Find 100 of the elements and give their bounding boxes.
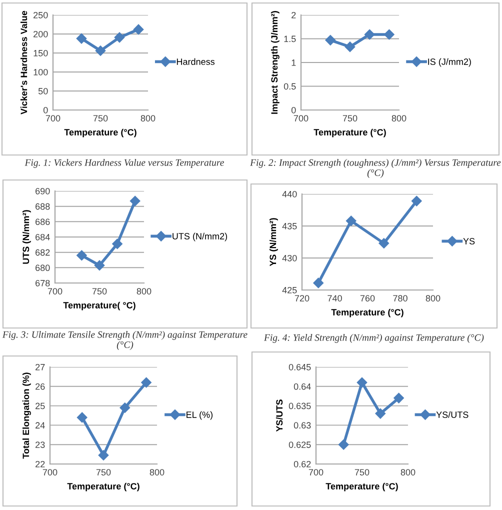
- y-axis-title: Total Elongation (%): [22, 372, 31, 459]
- y-tick-label: 250: [34, 12, 48, 18]
- y-axis-title: Vicker's Hardness Value: [20, 10, 28, 114]
- point: [94, 260, 105, 270]
- x-tick-label: 800: [150, 469, 164, 476]
- y-tick-label: 0.64: [294, 383, 311, 390]
- point: [346, 216, 356, 226]
- x-tick-label: 700: [42, 469, 58, 476]
- y-tick-label: 690: [36, 188, 50, 194]
- y-tick-label: 678: [36, 280, 50, 286]
- point: [375, 408, 386, 419]
- y-tick-label: 680: [36, 264, 50, 272]
- y-axis-title: Impact Strength (J/mm²): [270, 11, 280, 114]
- y-tick-label: 686: [36, 218, 50, 226]
- y-tick-label: 1: [292, 60, 296, 66]
- caption: Fig. 2: Impact Strength (toughness) (J/mm²) Versus Temperature (°C): [250, 159, 501, 178]
- legend-label: YS: [463, 238, 475, 244]
- x-tick-label: 700: [46, 115, 60, 122]
- y-tick-label: 688: [36, 203, 50, 210]
- x-tick-label: 700: [48, 288, 62, 294]
- y-tick-label: 0.5: [284, 83, 296, 90]
- y-tick-label: 682: [36, 249, 50, 256]
- point: [120, 402, 130, 413]
- point: [114, 32, 125, 43]
- caption: Fig. 4: Yield Strength (N/mm²) against Temperature (°C): [264, 334, 484, 343]
- y-tick-label: 430: [282, 254, 297, 262]
- y-tick-label: 0: [43, 106, 48, 114]
- y-axis-title: UTS (N/mm²): [22, 210, 31, 264]
- legend-label: YS/UTS: [436, 411, 468, 418]
- y-tick-label: 150: [34, 50, 48, 56]
- x-axis-title: Temperature( °C): [63, 302, 136, 310]
- point: [364, 29, 375, 40]
- y-axis-title: YS (N/mm²): [269, 218, 278, 266]
- point: [394, 392, 404, 404]
- x-tick-label: 800: [400, 469, 416, 476]
- y-tick-label: 2: [292, 12, 296, 18]
- y-tick-label: 22: [36, 460, 45, 468]
- x-tick-label: 750: [93, 115, 108, 122]
- point: [378, 238, 389, 248]
- y-tick-label: 25: [36, 402, 45, 410]
- y-tick-label: 425: [282, 286, 297, 294]
- y-tick-label: 100: [34, 68, 48, 76]
- y-tick-label: 200: [34, 30, 48, 38]
- y-tick-label: 23: [36, 442, 45, 448]
- point: [338, 439, 349, 450]
- caption: Fig. 3: Ultimate Tensile Strength (N/mm²) against Temperature (°C): [2, 331, 248, 350]
- y-tick-label: 684: [36, 234, 50, 240]
- y-tick-label: 0.645: [288, 364, 311, 370]
- y-tick-label: 0.62: [294, 460, 311, 468]
- x-tick-label: 700: [308, 469, 324, 476]
- x-tick-label: 750: [342, 115, 358, 122]
- point: [141, 377, 152, 388]
- x-axis-title: Temperature (°C): [326, 482, 398, 492]
- point: [130, 196, 140, 206]
- legend-label: UTS (N/mm2): [172, 232, 228, 242]
- point: [412, 196, 422, 206]
- x-tick-label: 760: [360, 295, 375, 302]
- point: [95, 46, 106, 56]
- point: [344, 42, 356, 52]
- y-tick-label: 0.625: [288, 442, 311, 448]
- y-tick-label: 24: [36, 422, 45, 428]
- x-tick-label: 700: [294, 115, 308, 122]
- point: [313, 278, 324, 288]
- legend-label: IS (J/mm2): [428, 58, 471, 67]
- y-tick-label: 26: [36, 383, 45, 390]
- y-tick-label: 0: [291, 106, 296, 114]
- y-tick-label: 0.63: [294, 422, 311, 429]
- point: [76, 412, 88, 423]
- x-tick-label: 750: [96, 469, 111, 476]
- point: [133, 24, 144, 35]
- point: [112, 238, 122, 250]
- x-axis-title: Temperature (°C): [314, 128, 386, 138]
- x-axis-title: Temperature (°C): [331, 308, 404, 318]
- legend-label: EL (%): [186, 411, 213, 420]
- x-tick-label: 800: [136, 288, 152, 294]
- x-tick-label: 750: [92, 288, 107, 294]
- x-axis-title: Temperature (°C): [64, 128, 136, 138]
- y-axis-title: YS/UTS: [276, 400, 283, 432]
- point: [76, 250, 87, 261]
- y-tick-label: 1.5: [284, 36, 296, 42]
- point: [384, 29, 394, 40]
- x-tick-label: 720: [294, 295, 310, 302]
- y-tick-label: 0.635: [288, 402, 311, 410]
- x-tick-label: 780: [393, 295, 408, 302]
- point: [76, 33, 87, 44]
- caption: Fig. 1: Vickers Hardness Value versus Temperature: [24, 159, 224, 168]
- point: [98, 450, 109, 460]
- legend-label: Hardness: [176, 58, 215, 65]
- x-tick-label: 800: [392, 115, 406, 122]
- x-tick-label: 740: [328, 295, 342, 302]
- y-tick-label: 435: [282, 222, 297, 230]
- x-tick-label: 750: [354, 469, 370, 476]
- x-axis-title: Temperature (°C): [67, 482, 140, 492]
- y-tick-label: 440: [282, 190, 297, 198]
- y-tick-label: 50: [38, 88, 48, 94]
- y-tick-label: 27: [36, 364, 45, 370]
- x-tick-label: 800: [426, 295, 440, 302]
- point: [325, 35, 336, 46]
- point: [356, 377, 368, 388]
- x-tick-label: 800: [140, 115, 156, 122]
